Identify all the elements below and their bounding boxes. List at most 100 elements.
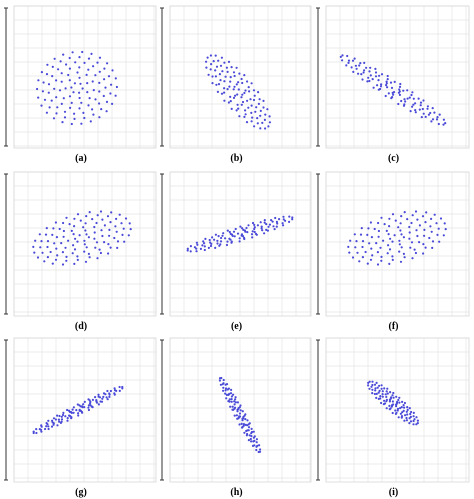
point [368, 387, 371, 390]
point [389, 81, 393, 84]
point [93, 225, 96, 229]
point [223, 91, 226, 94]
point [52, 227, 55, 230]
point [281, 222, 284, 225]
point [348, 251, 351, 254]
point [33, 251, 36, 254]
point [284, 219, 287, 222]
point [75, 409, 78, 412]
point [91, 218, 94, 221]
point [397, 226, 400, 229]
point [78, 66, 81, 69]
point [189, 250, 192, 253]
point [47, 425, 50, 428]
point [120, 222, 123, 225]
point [378, 389, 381, 392]
point [236, 417, 239, 420]
point [92, 113, 95, 116]
point [45, 425, 48, 428]
point [250, 233, 254, 236]
point [195, 247, 198, 250]
point [60, 415, 63, 418]
point [370, 236, 373, 239]
point [103, 78, 106, 81]
point [363, 61, 366, 64]
point [229, 405, 232, 408]
point [254, 110, 257, 113]
point [250, 111, 253, 114]
point [261, 121, 264, 124]
point [70, 101, 73, 104]
point [68, 56, 71, 60]
point [371, 380, 374, 383]
point [44, 233, 48, 236]
point [359, 62, 362, 65]
point [385, 82, 388, 85]
point [380, 73, 384, 76]
point [230, 395, 233, 398]
point [415, 416, 418, 419]
point [59, 60, 62, 63]
point [83, 406, 86, 409]
point [412, 419, 415, 423]
point [101, 397, 104, 400]
point [234, 94, 237, 97]
point [398, 250, 401, 253]
point [99, 251, 102, 255]
point [52, 417, 56, 420]
point [392, 396, 395, 399]
point [108, 228, 111, 231]
point [341, 59, 344, 62]
point [264, 113, 267, 116]
point [58, 89, 62, 92]
point [412, 415, 415, 418]
point [411, 105, 414, 108]
point [78, 234, 81, 237]
point [372, 86, 375, 89]
point [262, 99, 265, 102]
point [260, 225, 263, 228]
point [367, 381, 370, 384]
point [253, 227, 256, 231]
point [374, 387, 377, 390]
point [91, 80, 94, 83]
point [386, 392, 389, 395]
point [204, 237, 207, 240]
point [399, 260, 403, 263]
point [412, 103, 415, 106]
point [41, 251, 44, 254]
point [435, 222, 438, 225]
point [92, 65, 95, 68]
point [229, 238, 232, 241]
point [208, 238, 211, 242]
point [121, 387, 124, 390]
point [368, 242, 371, 245]
point [391, 411, 394, 415]
point [253, 226, 256, 229]
point [225, 397, 228, 400]
point [385, 84, 388, 87]
point [70, 417, 73, 420]
point [394, 409, 397, 412]
point [435, 118, 439, 121]
point [400, 406, 403, 409]
point [73, 262, 76, 265]
point [249, 437, 252, 441]
point [60, 72, 63, 75]
point [436, 233, 439, 236]
point [62, 53, 65, 56]
point [240, 422, 243, 425]
point [385, 400, 388, 403]
point [400, 416, 403, 419]
point [404, 100, 407, 103]
point [205, 60, 208, 63]
point [374, 67, 377, 70]
point [95, 401, 99, 404]
point [259, 114, 262, 117]
point [230, 107, 233, 110]
point [211, 82, 214, 85]
point [80, 122, 83, 125]
point [216, 90, 219, 93]
point [397, 398, 400, 402]
point [347, 245, 350, 248]
